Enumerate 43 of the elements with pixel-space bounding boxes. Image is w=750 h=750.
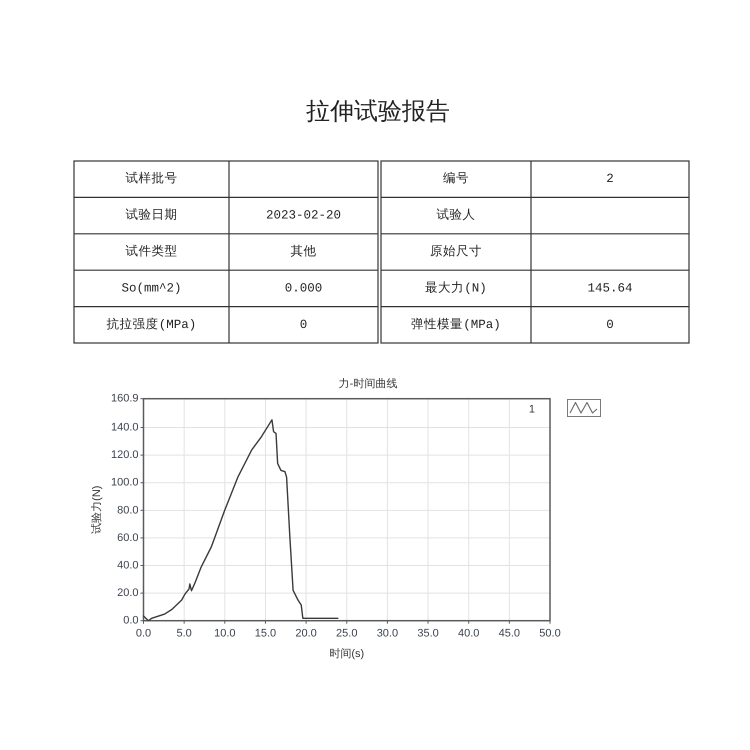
- chart-title: 力-时间曲线: [338, 377, 398, 390]
- line-series: [142, 419, 339, 622]
- x-tick-label: 5.0: [176, 628, 192, 640]
- text: 试验日期: [126, 208, 178, 223]
- y-tick-label: 100.0: [110, 476, 138, 489]
- x-tick-label: 30.0: [376, 628, 398, 640]
- y-tick-label: 60.0: [117, 532, 138, 544]
- y-tick-label: 20.0: [117, 587, 138, 600]
- y-tick-label: 40.0: [117, 560, 138, 572]
- text: 1: [528, 404, 535, 416]
- x-tick-label: 40.0: [458, 628, 480, 640]
- y-tick-label: 80.0: [117, 504, 138, 516]
- y-tick-label: 0.0: [123, 614, 138, 627]
- text: 0.000: [284, 281, 322, 296]
- y-tick-label: 140.0: [110, 422, 138, 434]
- y-axis-title: 试验力(N): [90, 486, 103, 534]
- x-tick-label: 35.0: [417, 628, 439, 640]
- y-tick-label: 120.0: [110, 449, 138, 462]
- text: 0: [300, 318, 308, 332]
- text: 原始尺寸: [430, 244, 482, 259]
- x-tick-label: 25.0: [336, 628, 358, 640]
- text: 2: [606, 172, 614, 186]
- x-tick-label: 50.0: [539, 628, 561, 640]
- x-tick-label: 10.0: [214, 628, 236, 640]
- text: 0: [606, 318, 614, 332]
- text: 试样批号: [126, 171, 178, 186]
- text: 2023-02-20: [266, 208, 342, 223]
- text: So(mm^2): [121, 281, 182, 296]
- y-tick-label: 160.9: [110, 392, 138, 405]
- text: 编号: [443, 171, 469, 186]
- text: 最大力(N): [425, 280, 487, 296]
- x-tick-label: 20.0: [295, 628, 317, 640]
- x-tick-label: 45.0: [498, 628, 520, 640]
- text: 弹性模量(MPa): [411, 316, 501, 332]
- text: 拉伸试验报告: [306, 99, 450, 125]
- x-tick-label: 0.0: [136, 628, 152, 640]
- text: 其他: [290, 244, 316, 259]
- text: 试件类型: [126, 244, 178, 259]
- text: 145.64: [587, 281, 633, 296]
- text: 抗拉强度(MPa): [106, 316, 196, 332]
- x-tick-label: 15.0: [254, 628, 276, 640]
- text: 试验人: [436, 208, 476, 223]
- x-axis-title: 时间(s): [329, 647, 364, 660]
